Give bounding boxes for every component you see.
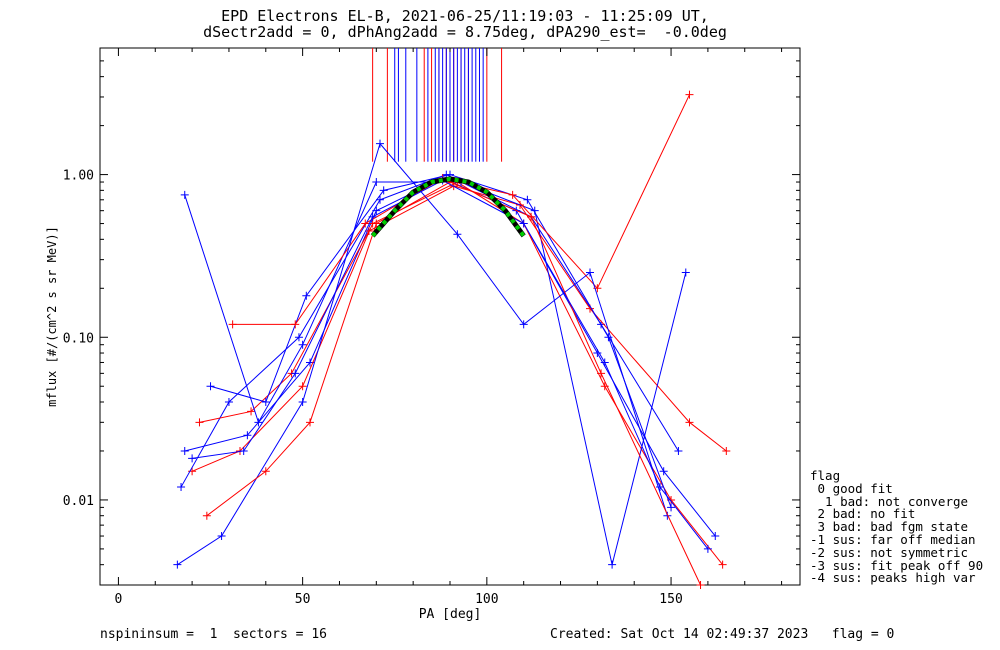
data-point: [527, 212, 536, 221]
data-point: [291, 369, 300, 378]
legend-item: -1 sus: far off median: [810, 531, 976, 547]
series-line: [177, 142, 668, 566]
data-point: [530, 206, 539, 215]
y-tick-label: 0.01: [63, 494, 94, 509]
x-tick-label: 0: [115, 592, 123, 607]
data-point: [586, 268, 594, 277]
data-point: [180, 446, 189, 455]
data-point: [261, 467, 270, 476]
data-point: [523, 195, 532, 204]
data-point: [379, 186, 388, 195]
legend-item: 1 bad: not converge: [810, 493, 969, 509]
x-tick-label: 50: [295, 592, 311, 607]
data-point: [519, 320, 528, 329]
data-point: [224, 397, 233, 406]
x-axis-label: PA [deg]: [419, 607, 482, 622]
y-axis-label: mflux [#/(cm^2 s sr MeV)]: [45, 226, 59, 407]
data-point: [239, 446, 248, 455]
data-point: [195, 418, 204, 427]
legend-item: 3 bad: bad fgm state: [810, 519, 969, 535]
data-point: [217, 532, 226, 541]
data-point: [298, 340, 307, 349]
legend-item: -2 sus: not symmetric: [810, 544, 969, 560]
legend-item: 0 good fit: [810, 480, 893, 496]
series-line: [210, 174, 672, 508]
data-point: [372, 219, 381, 228]
data-point: [372, 178, 381, 187]
data-point: [291, 320, 300, 329]
data-point: [685, 418, 694, 427]
series-line: [206, 181, 701, 586]
series-line: [191, 181, 724, 565]
data-point: [294, 333, 303, 342]
data-point: [261, 397, 270, 406]
data-point: [519, 219, 528, 228]
data-point: [188, 467, 197, 476]
data-point: [180, 190, 189, 199]
chart-title: EPD Electrons EL-B, 2021-06-25/11:19:03 …: [221, 7, 709, 25]
footer-sector-info: nspininsum = 1 sectors = 16: [100, 627, 327, 642]
data-point: [508, 190, 517, 199]
data-point: [696, 581, 705, 589]
chart-subtitle: dSectr2add = 0, dPhAng2add = 8.75deg, dP…: [203, 23, 727, 41]
series-line: [184, 181, 687, 565]
data-point: [600, 358, 609, 367]
data-point: [254, 418, 263, 427]
data-point: [206, 382, 215, 391]
flag-legend: flag 0 good fit 1 bad: not converge 2 ba…: [810, 468, 984, 586]
x-tick-label: 100: [475, 592, 498, 607]
data-point: [302, 291, 311, 300]
data-point: [243, 431, 252, 440]
data-point: [376, 139, 384, 148]
fit-layer: [370, 176, 526, 238]
data-point: [597, 369, 606, 378]
legend-item: -3 sus: fit peak off 90: [810, 557, 984, 573]
data-point: [685, 90, 694, 99]
data-point: [663, 511, 672, 520]
data-point: [453, 230, 462, 239]
data-point: [368, 212, 377, 221]
data-point: [703, 544, 712, 553]
data-point: [173, 560, 182, 569]
data-point: [608, 560, 617, 569]
legend-item: -4 sus: peaks high var: [810, 570, 976, 586]
data-point: [659, 467, 668, 476]
data-point: [656, 483, 664, 492]
fit-curve: [371, 176, 526, 238]
data-point: [711, 532, 720, 541]
y-tick-label: 0.10: [63, 331, 94, 346]
legend-item: 2 bad: no fit: [810, 506, 916, 522]
data-point: [718, 560, 727, 569]
data-point: [361, 219, 370, 228]
series-line: [184, 177, 716, 537]
data-point: [247, 407, 256, 416]
spikes-layer: [372, 48, 503, 162]
data-point: [722, 446, 731, 455]
data-point: [228, 320, 237, 329]
data-point: [298, 382, 307, 391]
x-tick-label: 150: [659, 592, 682, 607]
data-point: [667, 503, 676, 512]
data-point: [364, 227, 373, 236]
data-point: [681, 268, 690, 277]
legend-title: flag: [810, 468, 841, 483]
footer-created-info: Created: Sat Oct 14 02:49:37 2023 flag =…: [550, 627, 895, 642]
data-point: [674, 446, 683, 455]
series-line: [180, 174, 679, 488]
y-tick-label: 1.00: [63, 169, 94, 184]
data-point: [298, 397, 307, 406]
data-point: [306, 418, 314, 427]
data-point: [177, 483, 186, 492]
series-layer: [173, 90, 731, 589]
data-point: [188, 454, 197, 463]
data-point: [202, 511, 211, 520]
axes-layer: 0 50 100 150 0.01 0.10 1.00 PA [deg] mflux [#/(c…: [45, 47, 800, 622]
